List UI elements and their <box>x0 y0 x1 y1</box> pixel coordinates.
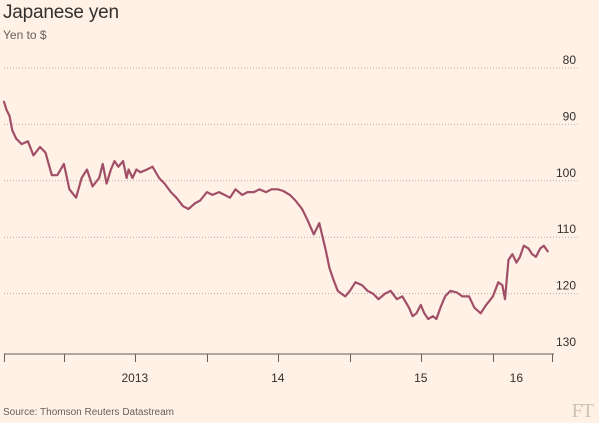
y-axis-labels: 80 90 100 110 120 130 <box>556 53 576 349</box>
y-tick-label: 80 <box>563 53 577 67</box>
y-tick-label: 110 <box>557 222 576 236</box>
chart-subtitle: Yen to $ <box>3 28 47 42</box>
x-axis: 2013 14 15 16 <box>4 353 554 385</box>
series-layer <box>2 100 549 321</box>
y-tick-label: 90 <box>563 109 577 123</box>
x-tick-label: 15 <box>414 371 428 385</box>
series-line-yen <box>2 100 549 321</box>
source-note: Source: Thomson Reuters Datastream <box>3 407 175 418</box>
x-tick-label: 16 <box>510 371 524 385</box>
y-tick-label: 100 <box>556 166 576 180</box>
x-tick-label: 2013 <box>121 371 148 385</box>
ft-logo: FT <box>571 400 594 422</box>
grid-layer <box>4 67 580 295</box>
chart-title: Japanese yen <box>3 2 119 23</box>
x-tick-label: 14 <box>271 371 285 385</box>
y-tick-label: 120 <box>556 279 576 293</box>
y-tick-label: 130 <box>556 335 576 349</box>
